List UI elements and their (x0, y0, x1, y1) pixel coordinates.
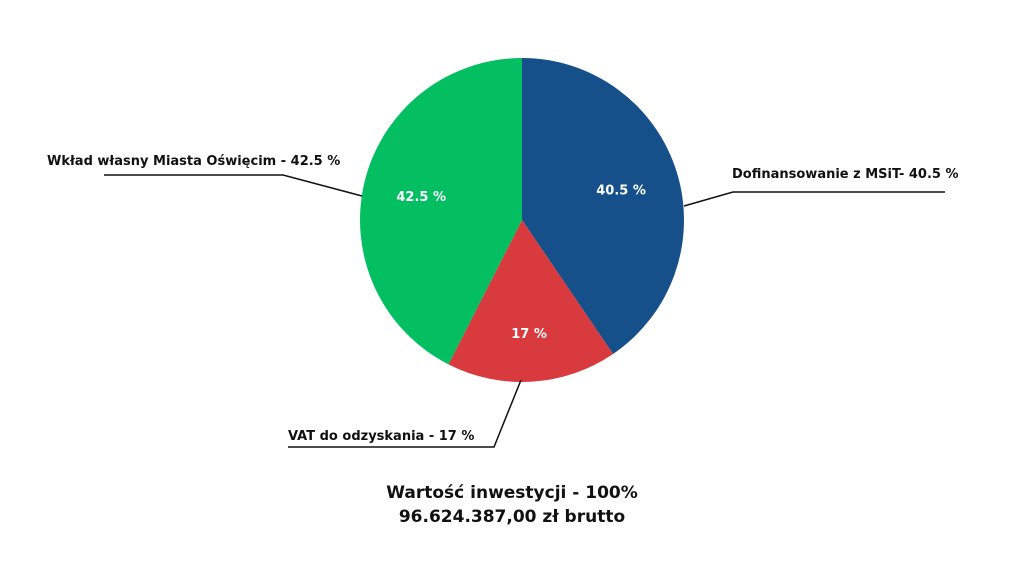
pie-slices (360, 57, 685, 383)
leader-line-msit (683, 191, 945, 207)
investment-caption: Wartość inwestycji - 100% 96.624.387,00 … (0, 481, 1024, 529)
slice-label-vat: VAT do odzyskania - 17 % (288, 429, 474, 444)
pie-slice-own-contribution (360, 58, 522, 365)
slice-label-msit: Dofinansowanie z MSiT- 40.5 % (732, 167, 959, 182)
leader-lines (104, 174, 945, 448)
pie-slice-msit (522, 57, 685, 354)
pie-slice-vat (448, 220, 614, 383)
slice-label-own-contribution: Wkład własny Miasta Oświęcim - 42.5 % (47, 154, 340, 169)
leader-line-own-contribution (104, 174, 363, 197)
slice-value-label-own-contribution: 42.5 % (396, 190, 446, 205)
leader-line-vat (288, 379, 522, 448)
slice-value-label-vat: 17 % (511, 327, 547, 342)
investment-total-label: Wartość inwestycji - 100% (386, 483, 638, 503)
investment-gross-value: 96.624.387,00 zł brutto (398, 507, 626, 527)
slice-value-label-msit: 40.5 % (596, 184, 646, 199)
